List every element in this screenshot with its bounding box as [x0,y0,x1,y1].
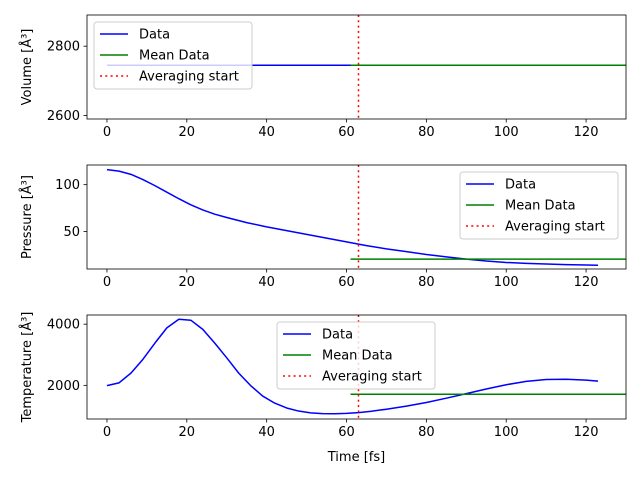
x-axis-label: Time [fs] [327,450,385,465]
y-tick-label: 2000 [47,379,80,394]
x-tick-label: 20 [179,425,196,440]
x-tick-label: 60 [338,275,355,290]
axes-frame [86,164,627,270]
legend-box [276,321,436,390]
series-line-data [106,318,599,415]
legend-box [459,171,619,240]
legend: Data Mean Data Averaging start [276,321,436,390]
y-axis-label: Pressure [Å³] [19,175,35,259]
legend-label: Mean Data [322,349,393,364]
x-tick-label: 80 [418,275,435,290]
x-tick-label: 40 [258,125,275,140]
legend-label: Averaging start [322,370,422,385]
x-tick-label: 60 [338,125,355,140]
series-line-data [106,168,599,266]
y-tick-label: 2800 [47,40,80,55]
x-tick-label: 60 [338,425,355,440]
axes-frame [86,14,627,120]
x-tick-label: 80 [418,425,435,440]
x-tick-label: 40 [258,275,275,290]
legend: Data Mean Data Averaging start [459,171,619,240]
plot-panel-2: 0 20 40 60 80 100 120 50 100 Pressure [Å³] Data Mea… [19,164,627,290]
y-tick-label: 50 [63,225,80,240]
x-tick-label: 120 [574,425,599,440]
x-tick-label: 100 [494,125,519,140]
y-axis-label: Temperature [Å³] [19,312,35,424]
legend: Data Mean Data Averaging start [93,21,253,90]
legend-label: Mean Data [505,199,576,214]
x-tick-label: 20 [179,275,196,290]
legend-box [93,21,253,90]
x-tick-label: 0 [103,275,111,290]
legend-label: Data [322,328,353,343]
plot-panel-1: 0 20 40 60 80 100 120 2600 2800 Volume [Å³] Data Me… [19,14,627,140]
legend-label: Data [505,178,536,193]
y-tick-label: 4000 [47,318,80,333]
x-tick-label: 100 [494,425,519,440]
legend-label: Averaging start [139,70,239,85]
y-tick-label: 100 [55,178,80,193]
legend-label: Data [139,28,170,43]
legend-label: Mean Data [139,49,210,64]
series-group [106,165,626,269]
x-tick-label: 0 [103,125,111,140]
x-tick-label: 20 [179,125,196,140]
plot-panel-3: 0 20 40 60 80 100 120 2000 4000 Temperature [Å³] T… [19,312,627,465]
legend-label: Averaging start [505,220,605,235]
y-axis-label: Volume [Å³] [19,29,35,106]
x-tick-label: 40 [258,425,275,440]
x-tick-label: 120 [574,125,599,140]
x-tick-label: 80 [418,125,435,140]
x-tick-label: 100 [494,275,519,290]
axes-frame [86,314,627,420]
x-tick-label: 120 [574,275,599,290]
y-tick-label: 2600 [47,109,80,124]
x-tick-label: 0 [103,425,111,440]
